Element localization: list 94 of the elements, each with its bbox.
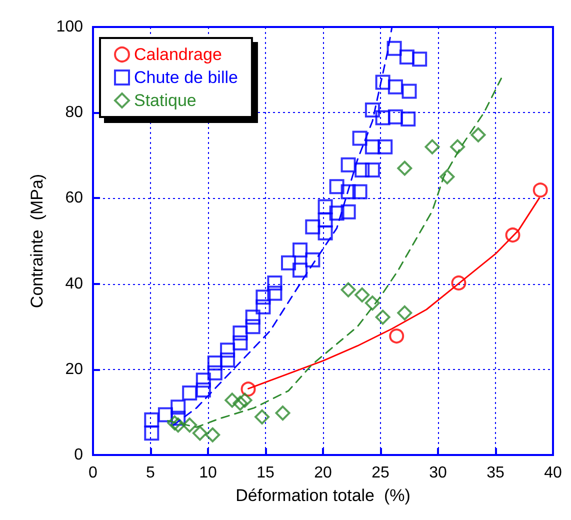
point [170,410,186,426]
point [192,426,208,441]
point [402,84,417,99]
point [532,182,548,198]
point [388,79,403,94]
x-tick-label: 30 [429,464,447,482]
point [470,127,486,142]
point [375,110,390,126]
point [220,342,236,358]
point [267,275,282,290]
point [397,305,412,320]
point [450,139,466,154]
point [256,290,271,305]
point [352,184,368,200]
point [144,412,160,428]
point [340,157,356,172]
y-tick-label: 80 [65,104,84,122]
point [240,382,256,397]
x-tick-label: 25 [372,464,390,482]
point [281,255,296,270]
y-tick-label: 0 [74,446,84,464]
point [245,310,260,325]
point [245,319,260,334]
point [144,426,160,441]
point [232,335,248,350]
point [364,296,380,311]
point [354,287,370,302]
point [292,262,308,278]
point [196,382,211,398]
point [220,352,236,368]
y-tick-label: 60 [65,190,84,207]
y-axis-title: Contrainte (MPa) [27,174,46,308]
point [424,139,440,154]
point [364,162,380,178]
point [375,310,390,325]
point [378,139,393,154]
legend-label: Chute de bille [134,68,238,87]
point [440,169,455,184]
point [292,242,308,258]
x-tick-label: 15 [256,464,274,482]
point [267,286,282,301]
point [412,52,428,67]
point [318,225,333,240]
point [196,372,211,388]
point [207,355,222,370]
point [399,49,414,64]
legend-label: Statique [134,91,196,110]
point [167,415,182,430]
y-tick-label: 100 [56,18,84,36]
point [318,212,333,228]
point [256,299,271,314]
x-tick-label: 35 [486,464,504,482]
y-tick-label: 20 [65,360,84,378]
point [254,409,270,424]
point [340,282,356,298]
point [375,74,390,90]
point [354,162,370,178]
point [207,365,222,380]
point [237,392,252,408]
point [318,199,333,214]
point [158,407,173,422]
point [232,396,248,411]
point [232,326,248,341]
x-tick-label: 20 [314,464,332,482]
point [340,184,356,200]
point [305,219,320,234]
point [329,206,344,221]
point [364,102,380,118]
point [305,252,320,268]
point [505,228,520,243]
point [182,385,198,400]
point [329,179,344,194]
x-tick-label: 0 [88,464,98,482]
y-tick-label: 40 [65,275,84,292]
point [170,400,186,415]
x-tick-label: 40 [544,464,562,482]
point [400,112,416,127]
point [340,204,356,220]
point [397,160,412,176]
point [389,328,404,344]
point [352,130,368,146]
x-axis-title: Déformation totale (%) [236,486,410,505]
point [170,418,186,433]
x-tick-label: 5 [146,464,156,482]
point [451,275,466,290]
point [205,427,220,442]
point [182,418,198,433]
point [388,109,403,124]
point [364,139,380,154]
legend-label: Calandrage [134,45,222,64]
point [275,406,290,421]
x-tick-label: 10 [199,464,217,482]
point [386,40,402,56]
point [224,392,240,408]
